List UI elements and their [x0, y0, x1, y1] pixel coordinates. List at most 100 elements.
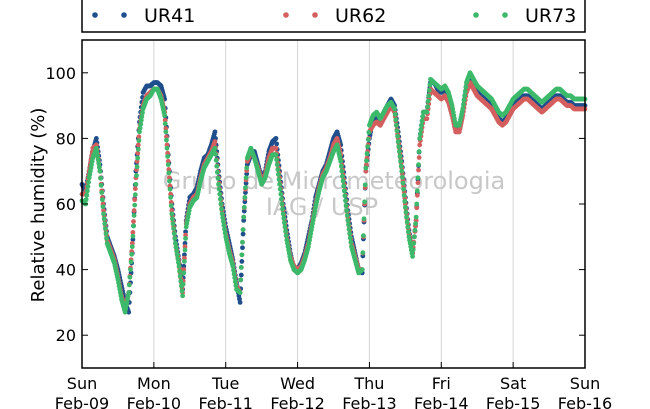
data-point	[212, 145, 218, 151]
data-point	[241, 218, 247, 223]
data-point	[411, 240, 417, 246]
data-point	[241, 208, 247, 214]
data-point	[101, 216, 107, 222]
data-point	[414, 201, 420, 207]
data-point	[182, 252, 187, 258]
data-point	[346, 226, 352, 232]
data-point	[412, 227, 418, 233]
data-point	[282, 220, 287, 225]
data-point	[101, 208, 106, 213]
y-tick-label: 80	[56, 129, 76, 148]
data-point	[401, 192, 407, 198]
data-point	[85, 184, 91, 189]
data-point	[212, 139, 218, 145]
legend-marker	[502, 12, 508, 18]
data-point	[405, 224, 411, 230]
data-point	[173, 244, 179, 250]
data-point	[415, 175, 421, 181]
data-point	[182, 247, 188, 253]
data-point	[130, 237, 136, 242]
data-point	[140, 110, 145, 116]
data-point	[138, 121, 144, 127]
data-point	[277, 181, 283, 187]
data-point	[182, 240, 188, 246]
data-point	[93, 145, 99, 151]
x-tick-label-date: Feb-11	[198, 394, 252, 409]
data-point	[427, 82, 433, 88]
data-point	[362, 199, 368, 205]
data-point	[128, 259, 134, 265]
data-point	[339, 168, 345, 174]
data-point	[219, 206, 224, 212]
data-point	[164, 134, 169, 140]
data-points	[79, 70, 588, 315]
legend-label: UR73	[525, 5, 576, 27]
data-point	[136, 134, 142, 140]
data-point	[398, 163, 404, 169]
data-point	[274, 157, 280, 163]
data-point	[397, 154, 403, 159]
data-point	[238, 265, 244, 270]
data-point	[363, 168, 369, 174]
data-point	[93, 136, 99, 141]
data-point	[396, 144, 402, 150]
data-point	[183, 229, 188, 235]
data-point	[281, 215, 287, 221]
x-tick-label-day: Thu	[353, 374, 384, 393]
data-point	[275, 167, 281, 172]
data-point	[128, 267, 133, 272]
data-point	[399, 174, 405, 180]
data-point	[402, 204, 408, 210]
data-point	[361, 233, 366, 239]
data-point	[96, 164, 102, 170]
data-point	[165, 150, 171, 156]
data-point	[84, 192, 90, 198]
data-point	[137, 125, 143, 131]
data-point	[181, 267, 187, 272]
data-point	[86, 179, 91, 185]
data-point	[361, 216, 367, 222]
data-point	[96, 161, 102, 166]
data-point	[273, 145, 279, 151]
data-point	[410, 254, 415, 259]
data-point	[168, 191, 174, 197]
data-point	[414, 192, 420, 198]
data-point	[134, 164, 140, 170]
data-point	[404, 214, 409, 220]
data-point	[135, 146, 141, 152]
data-point	[416, 155, 422, 160]
data-point	[413, 214, 419, 220]
legend-marker	[312, 12, 318, 18]
y-tick-label: 100	[45, 64, 76, 83]
data-point	[133, 181, 139, 187]
data-point	[168, 199, 174, 205]
data-point	[362, 182, 368, 188]
data-point	[342, 193, 348, 199]
data-point	[132, 186, 138, 192]
data-point	[167, 178, 172, 184]
data-point	[129, 251, 135, 257]
data-point	[340, 178, 346, 184]
data-point	[97, 168, 103, 174]
data-point	[101, 211, 106, 217]
y-axis-label: Relative humidity (%)	[28, 108, 49, 303]
data-point	[345, 218, 351, 223]
data-point	[343, 198, 348, 204]
data-point	[240, 239, 245, 245]
data-point	[461, 102, 466, 107]
data-point	[240, 227, 246, 233]
x-tick-label-day: Mon	[137, 374, 171, 393]
series-UR73	[79, 70, 588, 315]
data-point	[177, 268, 183, 274]
y-tick-label: 60	[56, 195, 76, 214]
legend-label: UR41	[144, 5, 195, 27]
data-point	[164, 145, 170, 151]
data-point	[220, 219, 226, 224]
data-point	[179, 288, 185, 294]
data-point	[213, 151, 218, 157]
data-point	[181, 263, 187, 269]
data-point	[424, 116, 430, 122]
data-point	[239, 259, 245, 264]
data-point	[216, 181, 221, 187]
data-point	[129, 244, 135, 250]
